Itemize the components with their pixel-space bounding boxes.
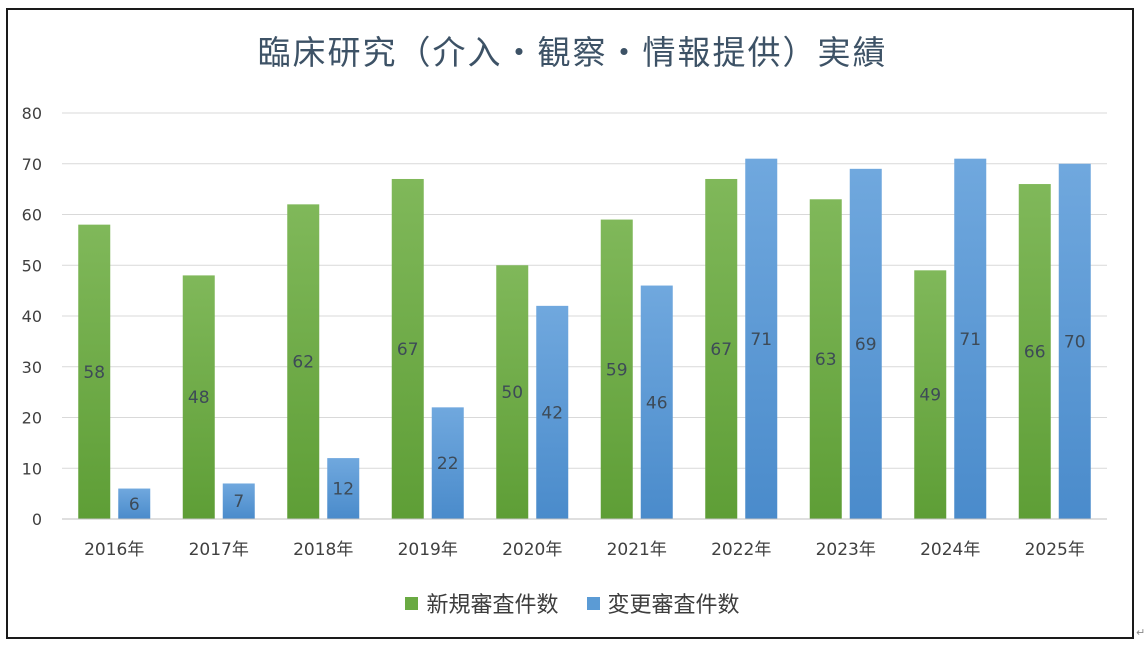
x-tick-label: 2024年 — [920, 540, 980, 560]
data-label: 66 — [1024, 343, 1046, 363]
data-label: 67 — [710, 340, 732, 360]
bar-new-review — [705, 178, 738, 519]
bar-change-review — [1058, 163, 1091, 519]
y-tick-label-60: 60 — [22, 206, 42, 225]
x-tick-label: 2025年 — [1025, 540, 1085, 560]
bar-new-review — [391, 178, 424, 519]
x-tick-label: 2022年 — [711, 540, 771, 560]
bar-change-review — [640, 285, 673, 519]
bar-new-review — [914, 270, 947, 519]
data-label: 69 — [855, 335, 877, 355]
bar-new-review — [78, 224, 111, 519]
data-label: 46 — [646, 393, 668, 413]
bar-new-review — [287, 204, 320, 519]
legend-item-change-review: 変更審査件数 — [586, 587, 740, 619]
y-tick-label-40: 40 — [22, 307, 42, 326]
x-tick-label: 2023年 — [816, 540, 876, 560]
data-label: 50 — [501, 383, 523, 403]
chart-title: 臨床研究（介入・観察・情報提供）実績 — [257, 33, 888, 72]
bar-change-review — [431, 407, 464, 519]
bar-change-review — [536, 305, 569, 519]
data-label: 49 — [919, 386, 941, 406]
data-label: 48 — [188, 388, 210, 408]
data-label: 70 — [1064, 332, 1086, 352]
data-label: 42 — [541, 403, 563, 423]
data-label: 12 — [332, 480, 354, 500]
chart-legend: 新規審査件数 変更審査件数 — [0, 587, 1145, 619]
bar-new-review — [600, 219, 633, 519]
bar-new-review — [809, 199, 842, 519]
x-tick-label: 2021年 — [607, 540, 667, 560]
data-label: 6 — [129, 495, 140, 515]
data-label: 67 — [397, 340, 419, 360]
bar-new-review — [182, 275, 215, 519]
legend-label-change-review: 変更審査件数 — [607, 593, 740, 618]
x-tick-label: 2019年 — [398, 540, 458, 560]
y-tick-label-80: 80 — [22, 104, 42, 123]
bar-new-review — [496, 265, 529, 519]
legend-item-new-review: 新規審査件数 — [405, 587, 559, 619]
bar-change-review — [327, 458, 360, 519]
y-tick-label-30: 30 — [22, 358, 42, 377]
bar-change-review — [849, 168, 882, 519]
x-tick-label: 2017年 — [189, 540, 249, 560]
data-label: 58 — [83, 363, 105, 383]
legend-swatch-green — [405, 596, 419, 610]
data-label: 59 — [606, 360, 628, 380]
x-tick-label: 2016年 — [84, 540, 144, 560]
x-tick-label: 2020年 — [502, 540, 562, 560]
paragraph-mark: ↵ — [1136, 626, 1145, 639]
data-label: 62 — [292, 353, 314, 373]
bar-change-review — [118, 488, 151, 519]
y-tick-label-10: 10 — [22, 459, 42, 478]
bar-change-review — [745, 158, 778, 520]
data-label: 7 — [233, 492, 244, 512]
data-label: 71 — [959, 330, 981, 350]
y-tick-label-70: 70 — [22, 155, 42, 174]
y-tick-label-50: 50 — [22, 256, 42, 275]
data-label: 71 — [750, 330, 772, 350]
data-label: 22 — [437, 454, 459, 474]
y-tick-label-20: 20 — [22, 409, 42, 428]
legend-swatch-blue — [586, 596, 600, 610]
data-label: 63 — [815, 350, 837, 370]
legend-label-new-review: 新規審査件数 — [426, 593, 559, 618]
x-tick-label: 2018年 — [293, 540, 353, 560]
bar-change-review — [222, 483, 255, 519]
y-tick-label-0: 0 — [32, 510, 42, 529]
bar-change-review — [954, 158, 987, 520]
bar-new-review — [1018, 184, 1051, 520]
